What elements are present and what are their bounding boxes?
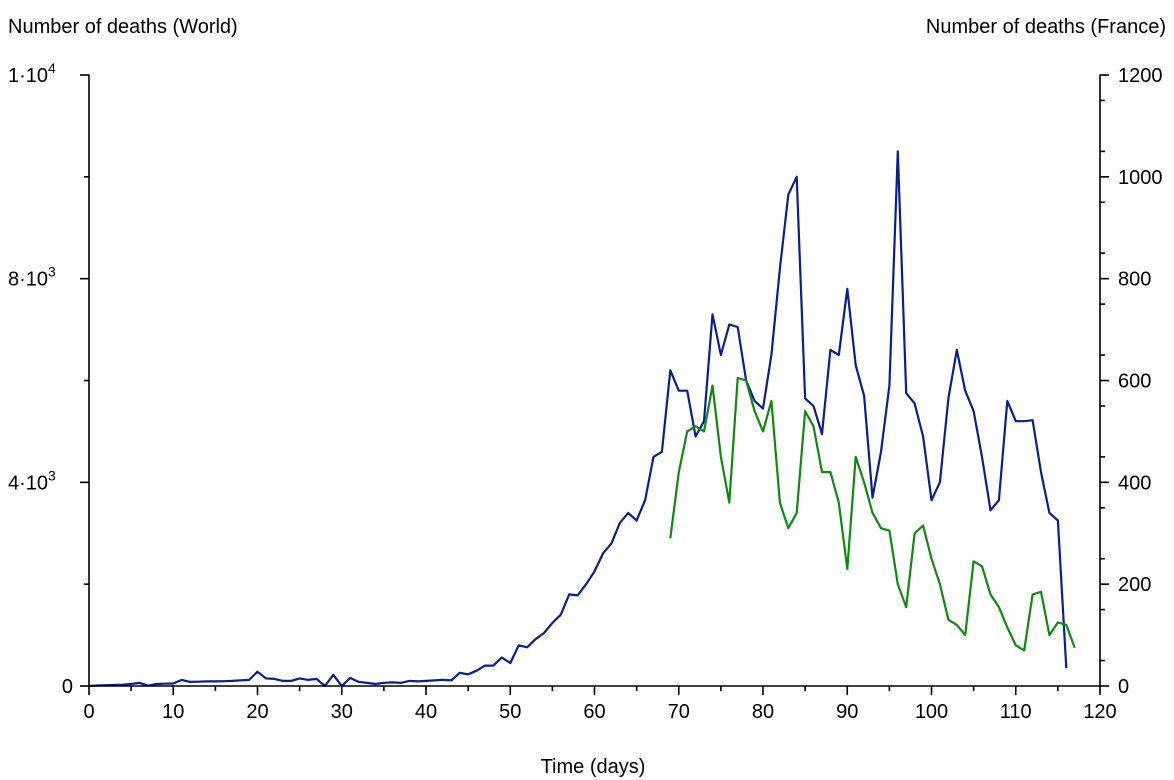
left-y-tick-label: 1·104: [8, 60, 56, 87]
left-axis-title: Number of deaths (World): [8, 16, 238, 38]
right-y-tick-label: 1000: [1118, 167, 1163, 189]
x-tick-label: 20: [246, 701, 268, 723]
x-tick-label: 40: [415, 701, 437, 723]
right-axis-title: Number of deaths (France): [926, 16, 1166, 38]
x-tick-label: 70: [668, 701, 690, 723]
x-tick-label: 120: [1083, 701, 1116, 723]
x-tick-label: 80: [752, 701, 774, 723]
right-y-tick-label: 400: [1118, 472, 1151, 494]
right-y-tick-label: 800: [1118, 269, 1151, 291]
x-tick-label: 30: [331, 701, 353, 723]
axes-layer: 0 10 20 30 40 50 60 70 80 90 100 110 12004·1038·1031…: [8, 60, 1163, 723]
right-y-tick-label: 600: [1118, 371, 1151, 393]
x-tick-label: 90: [836, 701, 858, 723]
x-tick-label: 0: [83, 701, 94, 723]
x-tick-label: 110: [1000, 701, 1032, 723]
x-tick-label: 50: [499, 701, 521, 723]
x-axis-title: Time (days): [541, 756, 646, 778]
series-layer: [88, 150, 1076, 688]
right-y-tick-label: 200: [1118, 574, 1151, 596]
left-y-tick-label: 8·103: [8, 264, 56, 291]
x-tick-label: 10: [162, 701, 184, 723]
left-y-tick-label: 0: [62, 676, 73, 698]
x-tick-label: 60: [583, 701, 605, 723]
x-tick-label: 100: [915, 701, 948, 723]
right-y-tick-label: 0: [1118, 676, 1129, 698]
france-deaths-line: [669, 376, 1076, 652]
left-y-tick-label: 4·103: [8, 467, 56, 494]
world-deaths-line: [88, 150, 1068, 688]
right-y-tick-label: 1200: [1118, 65, 1163, 87]
